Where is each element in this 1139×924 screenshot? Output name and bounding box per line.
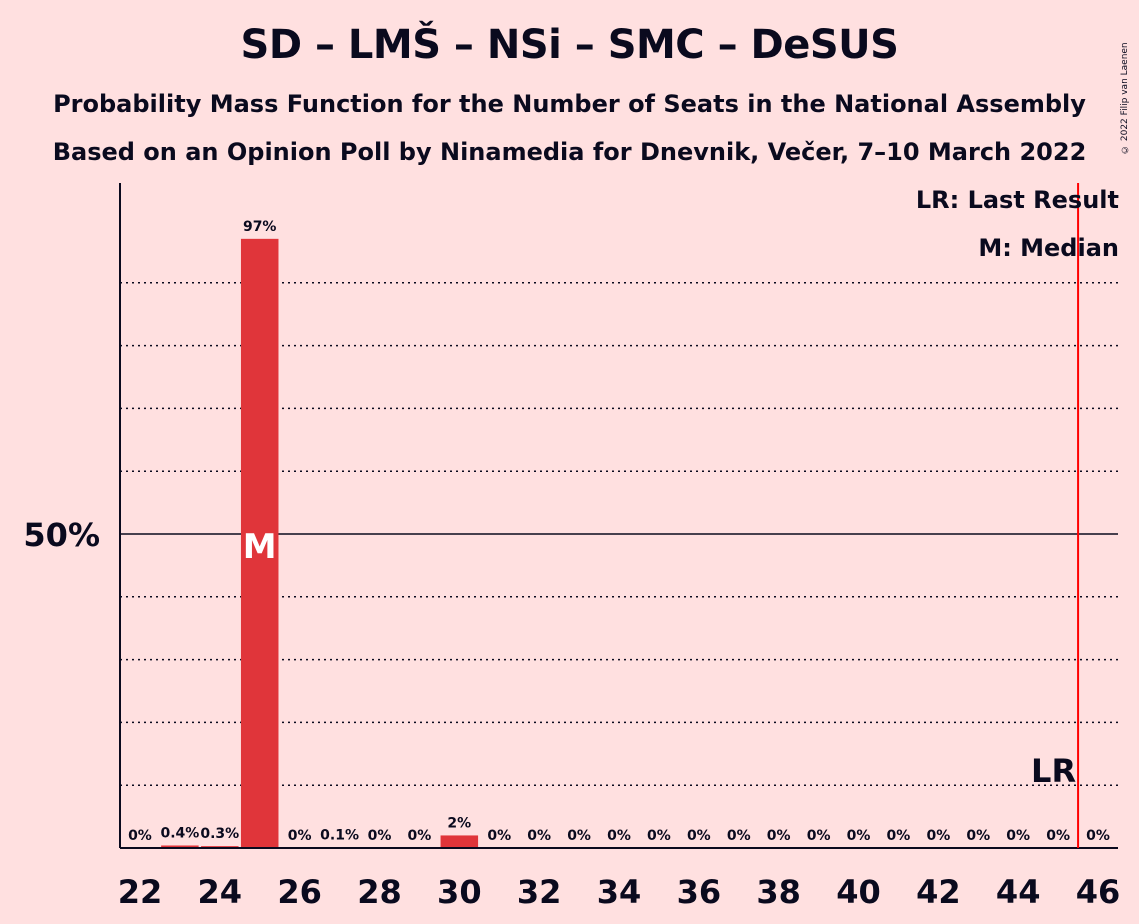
grid-lines xyxy=(120,282,1118,786)
bar-label-37: 0% xyxy=(727,828,751,844)
bar-label-40: 0% xyxy=(847,828,871,844)
chart-subtitle-poll: Based on an Opinion Poll by Ninamedia fo… xyxy=(52,138,1087,166)
bar-label-26: 0% xyxy=(288,828,312,844)
bar-label-43: 0% xyxy=(966,828,990,844)
median-marker: M xyxy=(243,527,277,567)
bar-label-46: 0% xyxy=(1086,828,1110,844)
bar-label-38: 0% xyxy=(767,828,791,844)
x-tick-label-42: 42 xyxy=(916,873,961,911)
x-tick-label-26: 26 xyxy=(277,873,322,911)
bar-label-29: 0% xyxy=(408,828,432,844)
bar-label-41: 0% xyxy=(887,828,911,844)
bar-label-23: 0.4% xyxy=(160,825,199,841)
bar-label-33: 0% xyxy=(567,828,591,844)
axes: 22 24 26 28 30 32 34 36 38 40 42 44 46 50% xyxy=(23,183,1120,911)
legend-median: M: Median xyxy=(978,234,1119,262)
legend-last-result: LR: Last Result xyxy=(915,186,1119,214)
x-tick-label-32: 32 xyxy=(517,873,562,911)
x-tick-label-30: 30 xyxy=(437,873,482,911)
x-tick-label-36: 36 xyxy=(677,873,722,911)
x-tick-label-22: 22 xyxy=(118,873,163,911)
chart-subtitle: Probability Mass Function for the Number… xyxy=(53,90,1086,118)
bar-label-36: 0% xyxy=(687,828,711,844)
x-tick-label-38: 38 xyxy=(756,873,801,911)
bar-25 xyxy=(240,238,279,849)
x-tick-label-34: 34 xyxy=(597,873,642,911)
last-result-marker: LR xyxy=(1031,752,1076,790)
x-tick-label-44: 44 xyxy=(996,873,1041,911)
bar-label-30: 2% xyxy=(447,815,471,831)
bar-30 xyxy=(440,835,479,848)
x-tick-label-46: 46 xyxy=(1076,873,1121,911)
bar-label-28: 0% xyxy=(368,828,392,844)
bar-label-32: 0% xyxy=(527,828,551,844)
x-tick-label-24: 24 xyxy=(198,873,243,911)
bar-label-39: 0% xyxy=(807,828,831,844)
bar-label-35: 0% xyxy=(647,828,671,844)
annotations: M LR xyxy=(243,183,1080,848)
bar-label-27: 0.1% xyxy=(320,827,359,843)
chart-title: SD – LMŠ – NSi – SMC – DeSUS xyxy=(240,22,899,68)
bar-label-22: 0% xyxy=(128,828,152,844)
bar-label-42: 0% xyxy=(926,828,950,844)
bar-label-25: 97% xyxy=(243,219,277,235)
bar-label-31: 0% xyxy=(487,828,511,844)
x-tick-label-28: 28 xyxy=(357,873,402,911)
bar-23 xyxy=(161,845,199,848)
bar-label-24: 0.3% xyxy=(200,826,239,842)
bar-label-45: 0% xyxy=(1046,828,1070,844)
bar-label-34: 0% xyxy=(607,828,631,844)
y-tick-label-50: 50% xyxy=(23,516,100,554)
x-tick-label-40: 40 xyxy=(836,873,881,911)
bar-series: 0% 0.4% 0.3% 97% 0% 0.1% 0% 0% 2% 0% 0% 0% 0% 0% 0% 0% 0… xyxy=(128,219,1110,849)
bar-label-44: 0% xyxy=(1006,828,1030,844)
